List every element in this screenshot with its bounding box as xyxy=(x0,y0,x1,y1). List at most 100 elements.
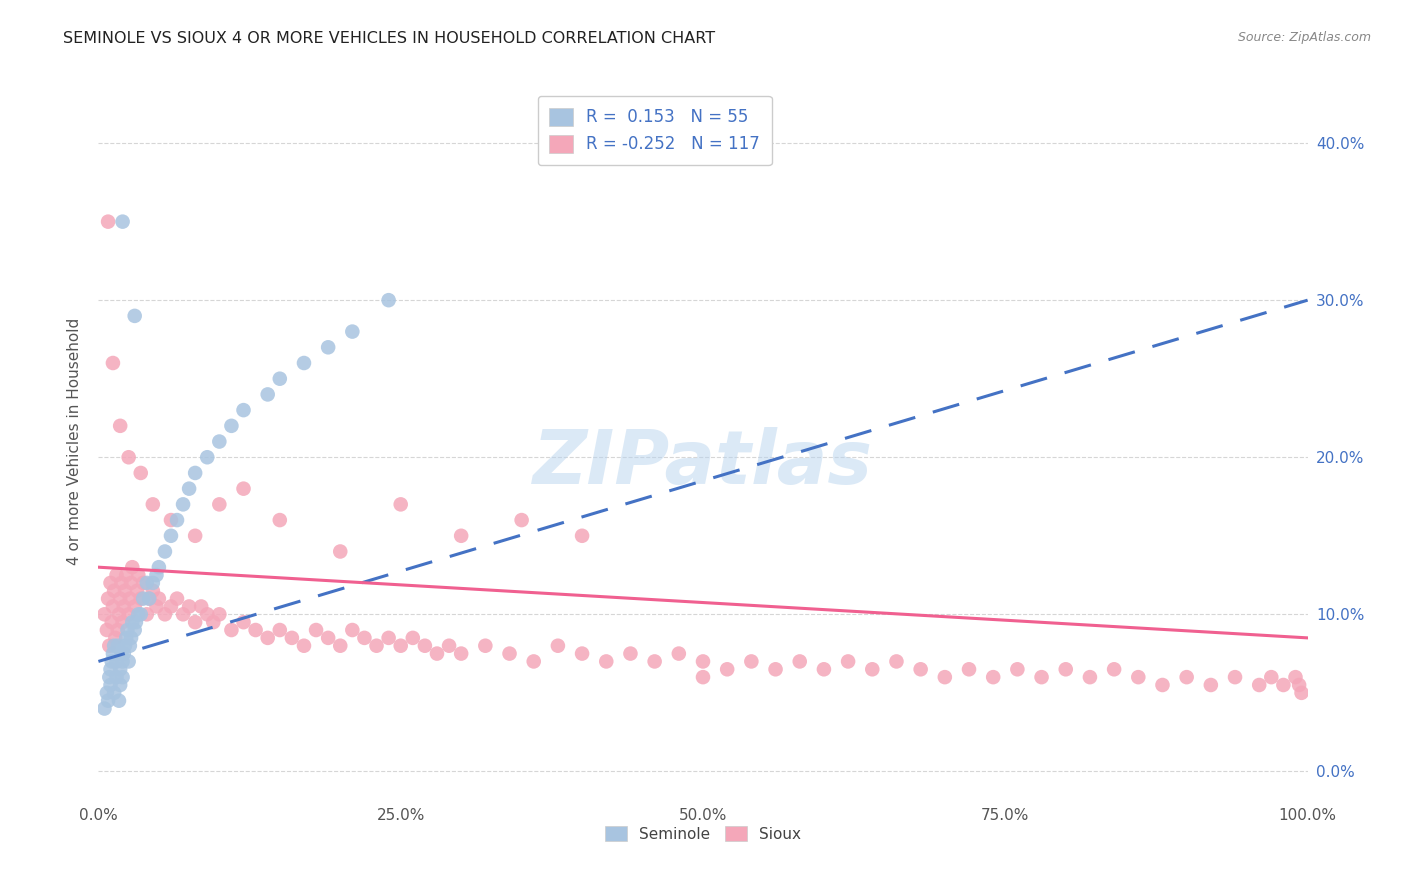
Point xyxy=(208,434,231,449)
Point xyxy=(129,466,152,480)
Point xyxy=(208,607,231,622)
Point xyxy=(108,678,131,692)
Point xyxy=(232,403,254,417)
Point xyxy=(118,655,141,669)
Point xyxy=(342,325,364,339)
Point xyxy=(153,607,176,622)
Point xyxy=(160,513,183,527)
Point xyxy=(103,639,125,653)
Point xyxy=(138,591,160,606)
Point xyxy=(269,513,291,527)
Point xyxy=(114,583,136,598)
Point xyxy=(101,647,124,661)
Point xyxy=(108,591,131,606)
Point xyxy=(426,647,449,661)
Point xyxy=(127,568,149,582)
Point xyxy=(97,591,120,606)
Point xyxy=(1272,678,1295,692)
Point xyxy=(166,513,188,527)
Point xyxy=(184,615,207,630)
Point xyxy=(101,356,124,370)
Point xyxy=(474,639,496,653)
Point xyxy=(1284,670,1306,684)
Point xyxy=(1031,670,1053,684)
Point xyxy=(112,647,135,661)
Point xyxy=(145,599,167,614)
Point xyxy=(101,599,124,614)
Point xyxy=(142,497,165,511)
Point xyxy=(107,639,129,653)
Point xyxy=(114,639,136,653)
Point xyxy=(837,655,859,669)
Point xyxy=(115,631,138,645)
Point xyxy=(389,497,412,511)
Text: Source: ZipAtlas.com: Source: ZipAtlas.com xyxy=(1237,31,1371,45)
Point xyxy=(571,529,593,543)
Point xyxy=(692,670,714,684)
Point xyxy=(111,655,134,669)
Legend: Seminole, Sioux: Seminole, Sioux xyxy=(598,818,808,849)
Point xyxy=(981,670,1004,684)
Point xyxy=(450,529,472,543)
Point xyxy=(96,686,118,700)
Point xyxy=(1078,670,1101,684)
Point xyxy=(132,591,155,606)
Point xyxy=(148,560,170,574)
Point xyxy=(342,623,364,637)
Point xyxy=(115,568,138,582)
Point xyxy=(195,450,218,465)
Point xyxy=(111,670,134,684)
Point xyxy=(100,678,122,692)
Point xyxy=(232,615,254,630)
Point xyxy=(108,662,131,676)
Point xyxy=(245,623,267,637)
Point xyxy=(789,655,811,669)
Point xyxy=(98,670,121,684)
Point xyxy=(1291,686,1313,700)
Point xyxy=(105,568,128,582)
Y-axis label: 4 or more Vehicles in Household: 4 or more Vehicles in Household xyxy=(67,318,83,566)
Point xyxy=(108,418,131,433)
Point xyxy=(208,497,231,511)
Point xyxy=(957,662,980,676)
Point xyxy=(1175,670,1198,684)
Point xyxy=(765,662,787,676)
Point xyxy=(127,607,149,622)
Point xyxy=(221,418,243,433)
Point xyxy=(692,655,714,669)
Point xyxy=(125,615,148,630)
Point xyxy=(1199,678,1222,692)
Point xyxy=(160,599,183,614)
Point xyxy=(118,607,141,622)
Point xyxy=(100,575,122,590)
Text: SEMINOLE VS SIOUX 4 OR MORE VEHICLES IN HOUSEHOLD CORRELATION CHART: SEMINOLE VS SIOUX 4 OR MORE VEHICLES IN … xyxy=(63,31,716,46)
Point xyxy=(329,544,352,558)
Point xyxy=(740,655,762,669)
Point xyxy=(450,647,472,661)
Point xyxy=(1054,662,1077,676)
Point xyxy=(172,607,194,622)
Point xyxy=(886,655,908,669)
Point xyxy=(129,607,152,622)
Point xyxy=(97,694,120,708)
Point xyxy=(100,662,122,676)
Point xyxy=(1102,662,1125,676)
Point xyxy=(108,694,131,708)
Point xyxy=(202,615,225,630)
Point xyxy=(1260,670,1282,684)
Point xyxy=(153,544,176,558)
Text: ZIPatlas: ZIPatlas xyxy=(533,426,873,500)
Point xyxy=(98,639,121,653)
Point xyxy=(619,647,641,661)
Point xyxy=(232,482,254,496)
Point xyxy=(104,631,127,645)
Point xyxy=(316,631,339,645)
Point xyxy=(437,639,460,653)
Point xyxy=(124,309,146,323)
Point xyxy=(523,655,546,669)
Point xyxy=(160,529,183,543)
Point xyxy=(145,568,167,582)
Point xyxy=(934,670,956,684)
Point xyxy=(498,647,520,661)
Point xyxy=(148,591,170,606)
